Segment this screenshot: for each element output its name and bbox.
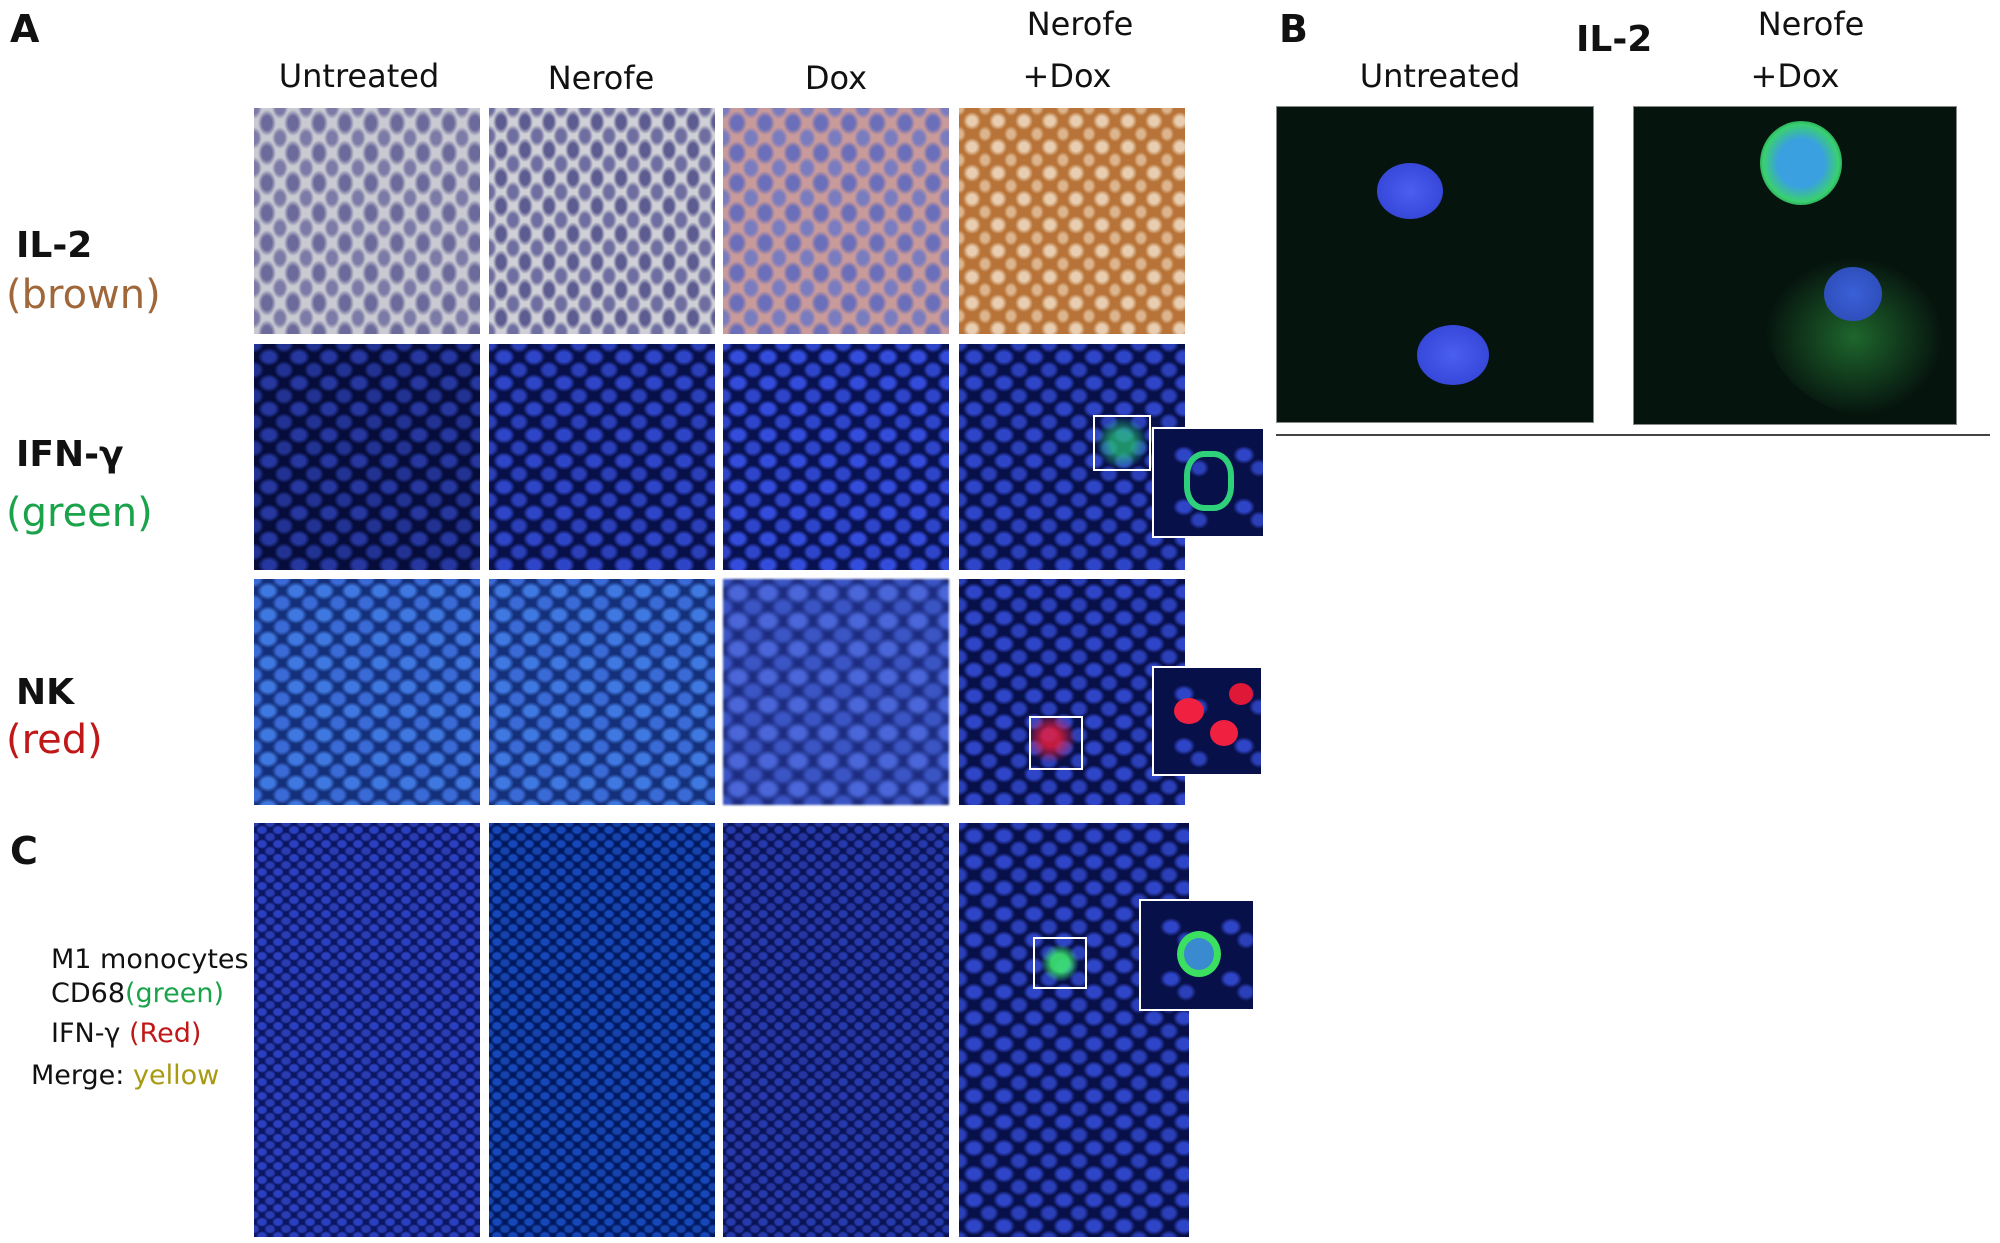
legend-text: M1 monocytes xyxy=(51,944,249,975)
micrograph xyxy=(1276,106,1594,423)
column-header: +Dox xyxy=(1750,57,1840,95)
panel-label: C xyxy=(10,829,38,873)
row-stain: (brown) xyxy=(6,272,161,318)
inset xyxy=(1152,427,1265,538)
legend-text: CD68(green) xyxy=(51,980,224,1007)
micrograph xyxy=(489,108,715,334)
micrograph xyxy=(723,108,949,334)
row-stain: (red) xyxy=(6,717,103,763)
row-marker: IL-2 xyxy=(16,225,93,266)
legend-text: CD68 xyxy=(51,978,125,1009)
column-header: +Dox xyxy=(1022,57,1112,95)
micrograph xyxy=(254,344,480,570)
row-marker: NK xyxy=(16,672,75,713)
legend-text: (green) xyxy=(125,978,225,1009)
row-stain: (green) xyxy=(6,490,153,536)
column-header: Nerofe xyxy=(1757,5,1865,43)
panel-label: A xyxy=(10,7,40,51)
inset xyxy=(1139,899,1255,1011)
column-header: Nerofe xyxy=(1026,5,1134,43)
micrograph xyxy=(254,823,480,1237)
column-header: Untreated xyxy=(278,57,440,95)
micrograph xyxy=(1633,106,1957,425)
micrograph xyxy=(489,823,715,1237)
micrograph xyxy=(489,579,715,805)
inset xyxy=(1152,666,1263,776)
legend-text: IFN-γ xyxy=(51,1018,121,1049)
micrograph xyxy=(723,344,949,570)
column-header: Untreated xyxy=(1359,57,1521,95)
column-header: Dox xyxy=(804,59,868,97)
column-header: Nerofe xyxy=(547,59,655,97)
legend-text: IFN-γ (Red) xyxy=(51,1020,201,1047)
micrograph xyxy=(959,823,1189,1237)
micrograph xyxy=(959,344,1185,570)
divider xyxy=(1276,434,1990,436)
legend-text: Merge: yellow xyxy=(31,1062,219,1089)
micrograph xyxy=(959,579,1185,805)
legend-text: Merge: xyxy=(31,1060,125,1091)
legend-text: (Red) xyxy=(129,1018,202,1049)
panel-title: IL-2 xyxy=(1576,19,1653,60)
micrograph xyxy=(489,344,715,570)
micrograph xyxy=(723,823,949,1237)
row-marker: IFN-γ xyxy=(16,434,124,475)
legend-text: yellow xyxy=(132,1060,220,1091)
micrograph xyxy=(959,108,1185,334)
micrograph xyxy=(254,579,480,805)
micrograph xyxy=(723,579,949,805)
panel-label: B xyxy=(1279,7,1308,51)
micrograph xyxy=(254,108,480,334)
